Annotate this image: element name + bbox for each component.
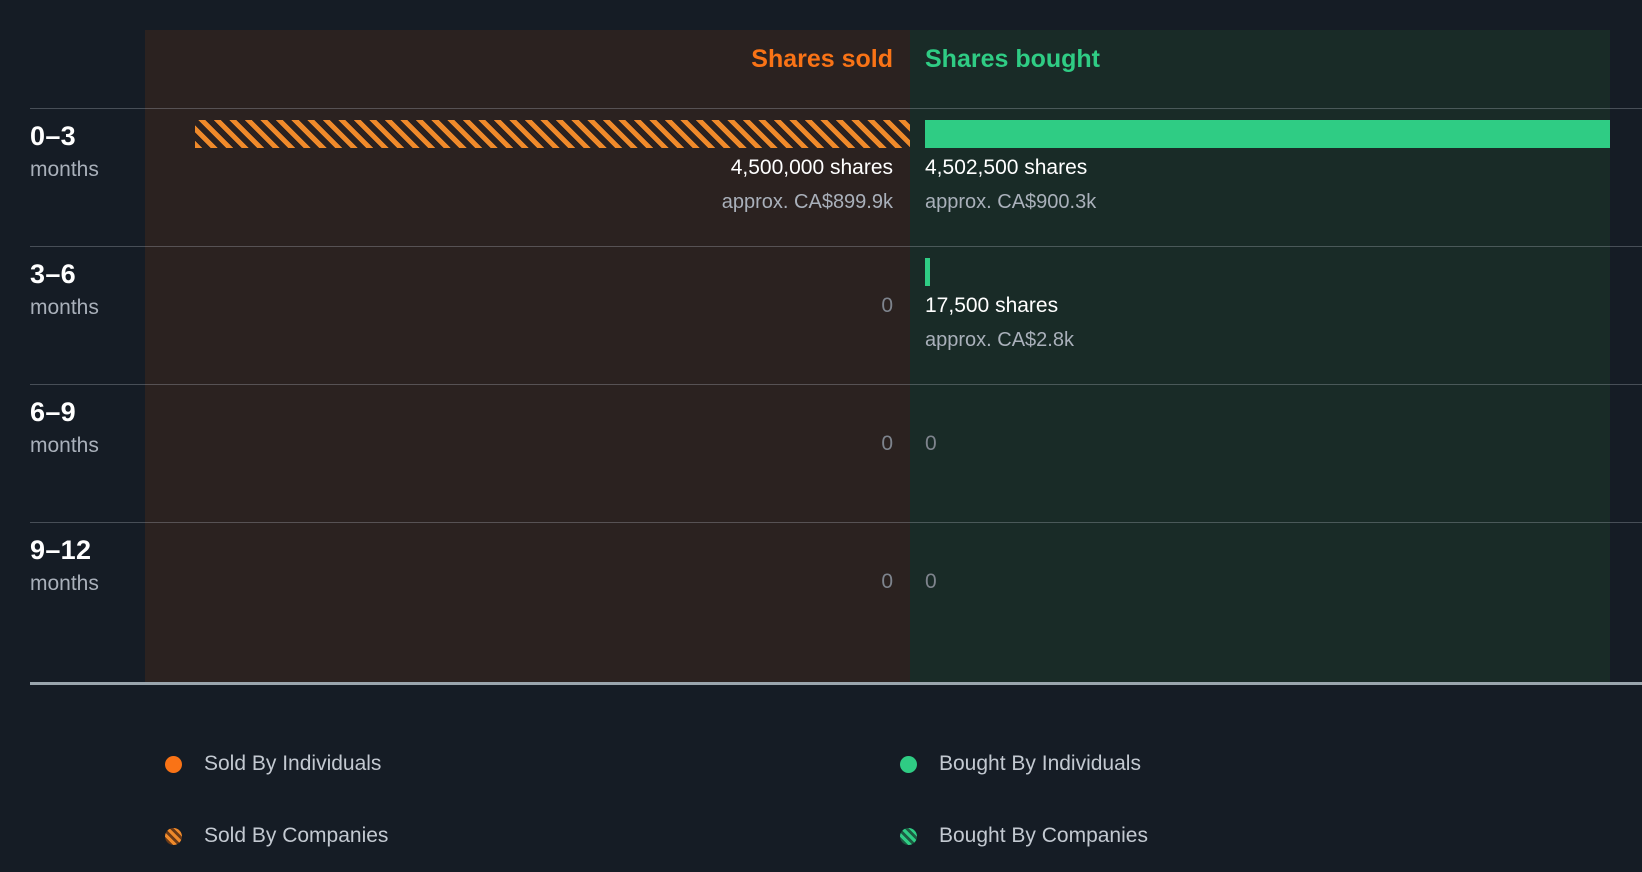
sold-approx-value: approx. CA$899.9k: [721, 191, 893, 213]
bought-values: 0: [925, 568, 937, 595]
bought-approx-value: approx. CA$900.3k: [925, 191, 1097, 213]
circle-hatched-orange-icon: [165, 827, 182, 845]
table-row: 3–6 months 0 17,500 shares approx. CA$2.…: [0, 248, 1642, 384]
bought-bar: [925, 120, 1610, 148]
shares-bought-header: Shares bought: [925, 45, 1101, 73]
bought-shares-value: 4,502,500 shares: [925, 156, 1088, 179]
row-label-9-12: 9–12 months: [30, 534, 140, 597]
sold-values: 0: [0, 568, 893, 595]
row-separator: [30, 384, 1642, 385]
sold-values: 4,500,000 shares approx. CA$899.9k: [0, 154, 893, 215]
row-period: 6–9: [30, 397, 76, 427]
row-unit: months: [30, 296, 99, 319]
legend-label: Bought By Companies: [939, 824, 1148, 847]
bottom-axis-line: [30, 682, 1642, 685]
sold-shares-value: 4,500,000 shares: [730, 156, 893, 179]
bought-bar: [925, 258, 930, 286]
legend-item-bought-by-individuals[interactable]: Bought By Individuals: [900, 749, 1141, 779]
bought-approx-value: approx. CA$2.8k: [925, 329, 1074, 351]
row-label-6-9: 6–9 months: [30, 396, 140, 459]
legend-label: Sold By Individuals: [204, 752, 382, 775]
bought-values: 4,502,500 shares approx. CA$900.3k: [925, 154, 1096, 215]
bought-shares-value: 0: [925, 570, 937, 593]
sold-values: 0: [0, 430, 893, 457]
row-period: 3–6: [30, 259, 76, 289]
bought-values: 17,500 shares approx. CA$2.8k: [925, 292, 1074, 353]
circle-solid-green-icon: [900, 755, 917, 773]
circle-solid-orange-icon: [165, 755, 182, 773]
bought-shares-value: 17,500 shares: [925, 294, 1059, 317]
legend-item-sold-by-individuals[interactable]: Sold By Individuals: [165, 749, 381, 779]
chart-legend: Sold By Individuals Sold By Companies Bo…: [0, 710, 1642, 870]
row-label-3-6: 3–6 months: [30, 258, 140, 321]
sold-shares-value: 0: [881, 294, 893, 317]
table-row: 9–12 months 0 0: [0, 524, 1642, 660]
circle-hatched-green-icon: [900, 827, 917, 845]
chart-header: Shares sold Shares bought: [0, 44, 1642, 92]
sold-values: 0: [0, 292, 893, 319]
sold-shares-value: 0: [881, 570, 893, 593]
bought-shares-value: 0: [925, 432, 937, 455]
shares-sold-header: Shares sold: [751, 45, 893, 73]
row-label-0-3: 0–3 months: [30, 120, 140, 183]
table-row: 6–9 months 0 0: [0, 386, 1642, 522]
legend-label: Sold By Companies: [204, 824, 389, 847]
row-separator: [30, 246, 1642, 247]
legend-item-bought-by-companies[interactable]: Bought By Companies: [900, 821, 1148, 851]
sold-bar: [195, 120, 910, 148]
sold-shares-value: 0: [881, 432, 893, 455]
legend-item-sold-by-companies[interactable]: Sold By Companies: [165, 821, 388, 851]
row-period: 9–12: [30, 535, 92, 565]
legend-label: Bought By Individuals: [939, 752, 1141, 775]
row-period: 0–3: [30, 121, 76, 151]
row-separator: [30, 108, 1642, 109]
row-separator: [30, 522, 1642, 523]
row-unit: months: [30, 434, 99, 457]
row-unit: months: [30, 572, 99, 595]
bought-values: 0: [925, 430, 937, 457]
row-unit: months: [30, 158, 99, 181]
table-row: 0–3 months 4,500,000 shares approx. CA$8…: [0, 110, 1642, 246]
